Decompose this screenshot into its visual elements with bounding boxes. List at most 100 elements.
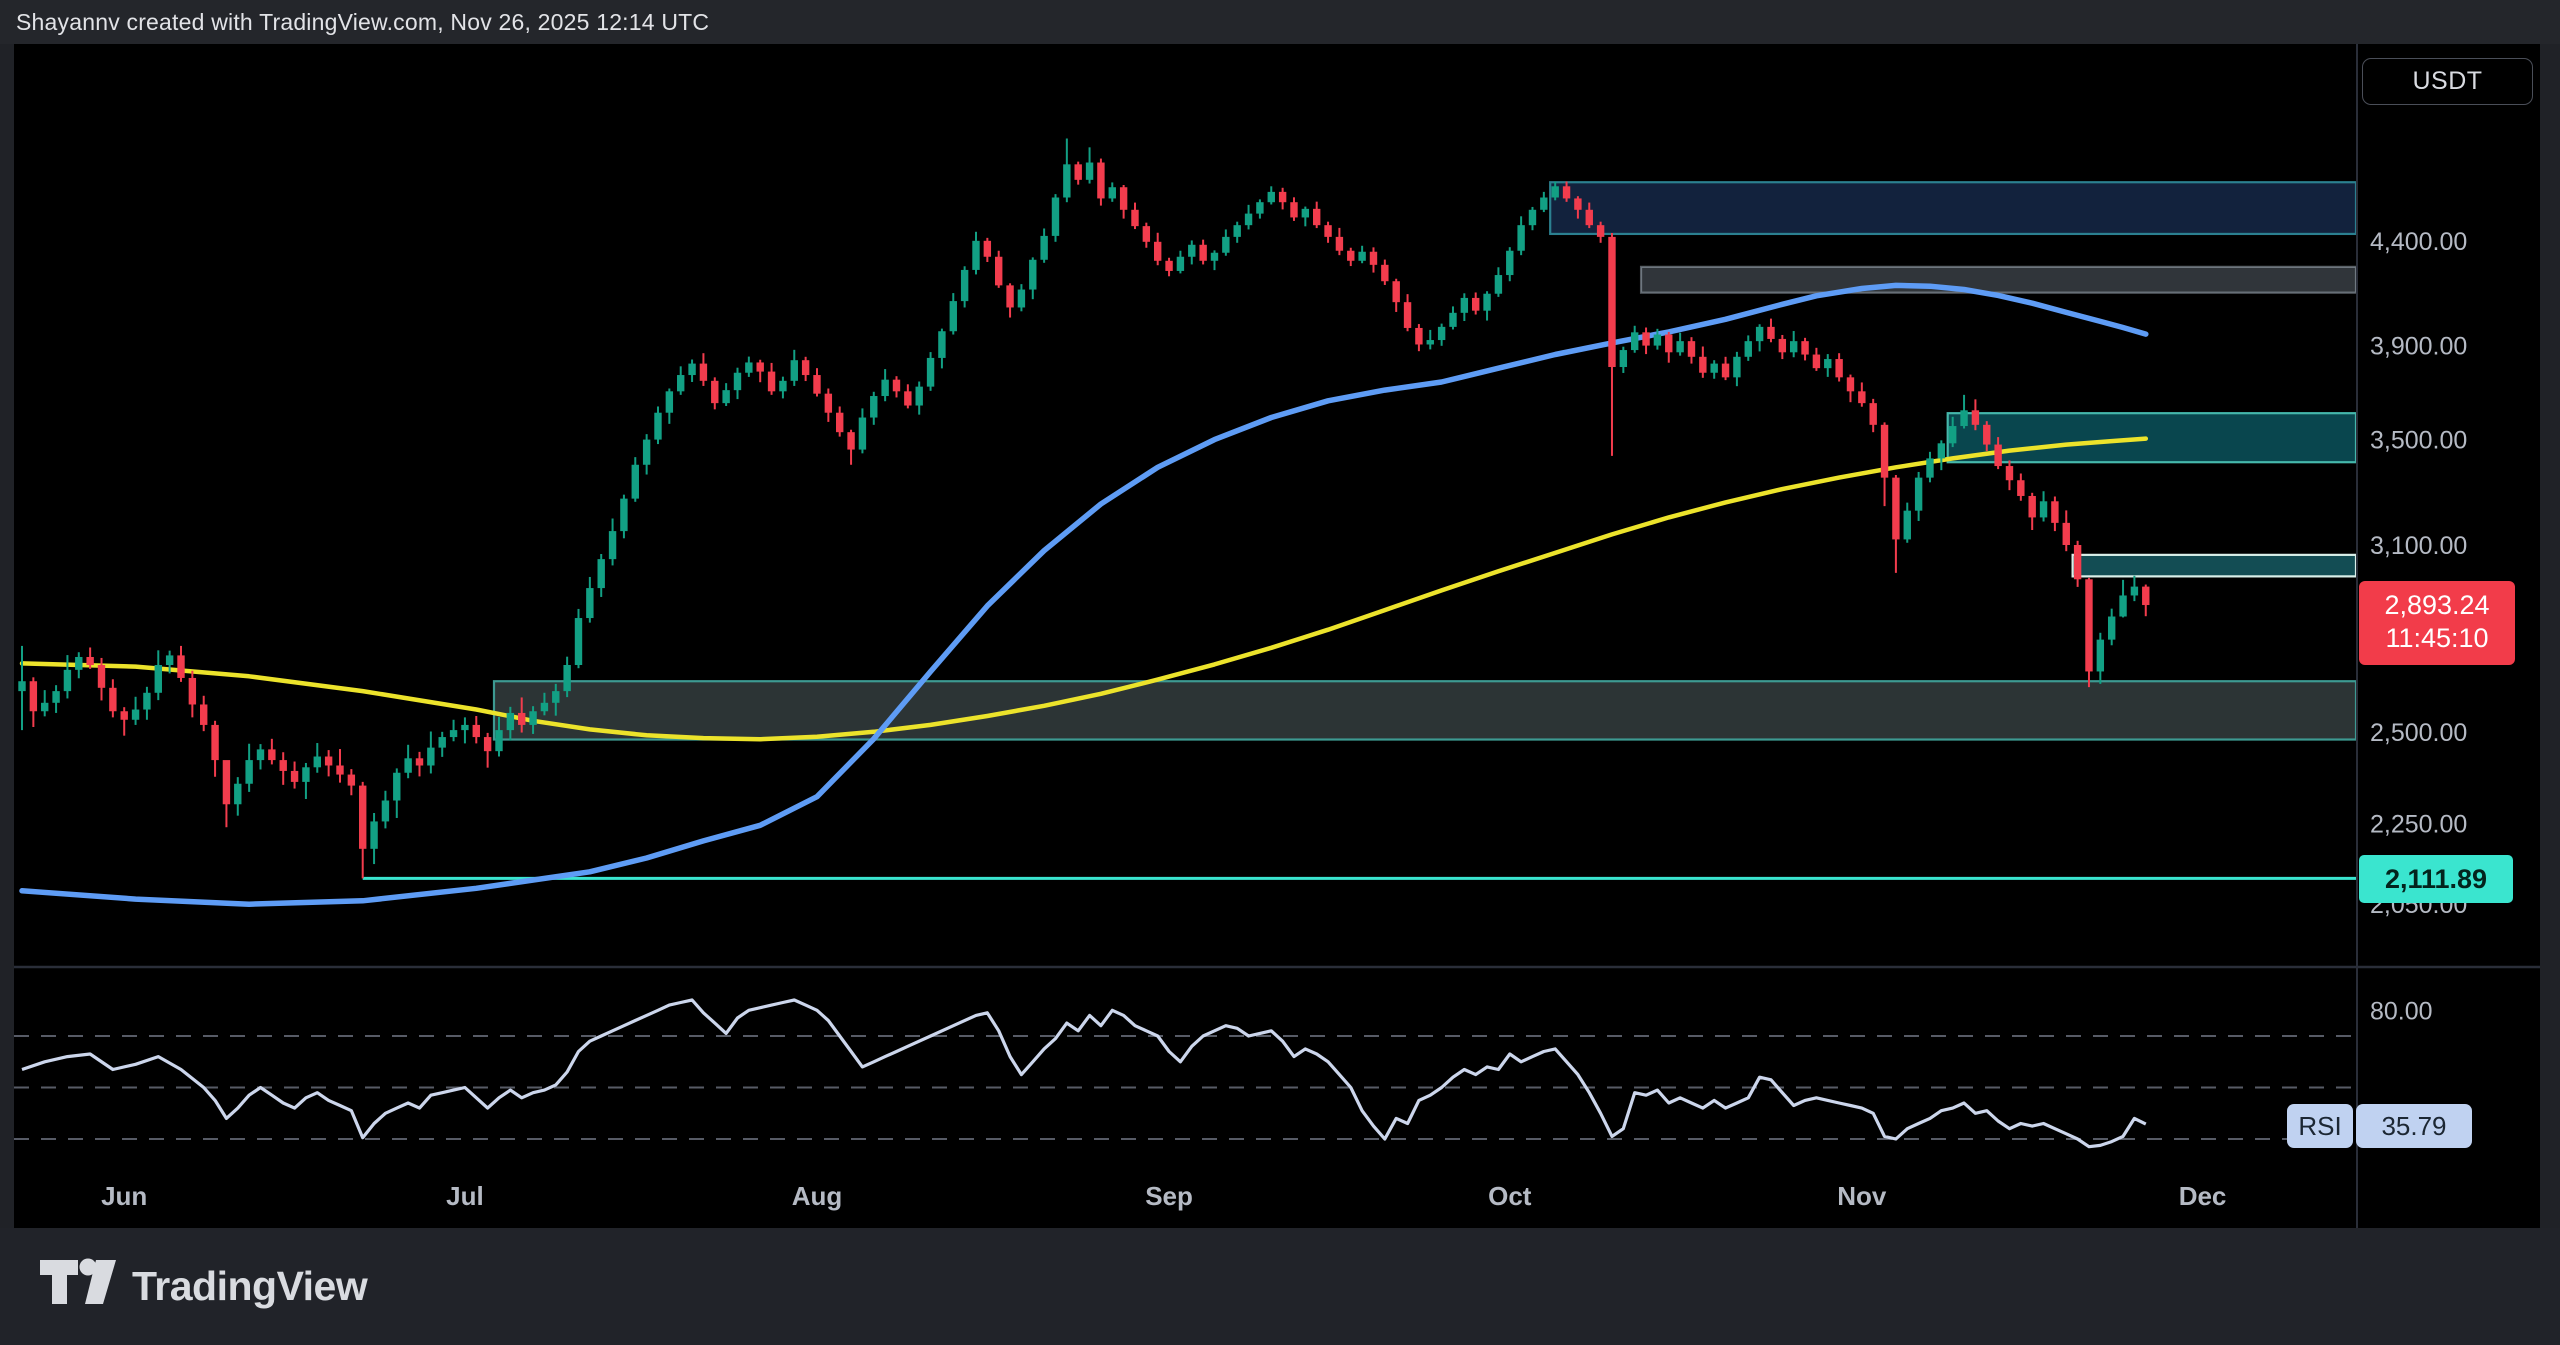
candle-body: [2142, 586, 2150, 606]
candle-body: [234, 783, 242, 805]
candle-body: [2130, 586, 2139, 596]
candle-body: [1029, 259, 1037, 290]
candle-body: [1926, 458, 1934, 478]
candle-body: [1312, 208, 1321, 226]
candle-body: [324, 756, 333, 766]
candle-body: [2096, 639, 2105, 672]
candle-body: [2119, 595, 2127, 617]
candle-body: [1778, 338, 1787, 353]
candle-body: [1824, 359, 1832, 369]
candle-body: [518, 712, 526, 725]
attribution-bar: Shayannv created with TradingView.com, N…: [0, 0, 2560, 44]
price-zones: [492, 181, 2358, 741]
candle-body: [1040, 235, 1048, 260]
candle-body: [1415, 327, 1423, 345]
candle-body: [574, 618, 583, 665]
candle-body: [1653, 334, 1662, 346]
candle-body: [1789, 341, 1798, 353]
candle-body: [1801, 341, 1809, 355]
candle-body: [313, 756, 321, 768]
candle-body: [1290, 202, 1298, 218]
chart-widget[interactable]: 4,400.00 3,900.00 3,500.00 3,100.00 2,500.00…: [14, 44, 2540, 1228]
candle-body: [1869, 403, 1877, 425]
candle-body: [1880, 424, 1889, 478]
candle-body: [824, 393, 833, 413]
candle-body: [1676, 341, 1684, 353]
zone-supply-4200: [1639, 265, 2358, 294]
candle-body: [438, 737, 446, 748]
time-axis[interactable]: Jun Jul Aug Sep Oct Nov Dec: [101, 1181, 2226, 1211]
attribution-text: Shayannv created with TradingView.com, N…: [16, 9, 710, 35]
candle-body: [1767, 326, 1775, 339]
tradingview-logo[interactable]: TradingView: [40, 1258, 368, 1314]
candle-body: [1154, 241, 1162, 261]
candle-body: [336, 765, 344, 775]
candle-body: [1460, 297, 1469, 313]
candle-body: [1755, 326, 1764, 342]
month-label-oct: Oct: [1488, 1181, 1532, 1211]
candle-body: [904, 391, 912, 406]
candle-body: [847, 432, 855, 450]
candle-body: [1222, 236, 1230, 253]
price-chart[interactable]: 4,400.00 3,900.00 3,500.00 3,100.00 2,500.00…: [14, 44, 2540, 1228]
candle-body: [279, 760, 287, 771]
candle-body: [1903, 510, 1911, 540]
candlesticks: [18, 138, 2150, 879]
candle-body: [1835, 359, 1843, 378]
candle-body: [63, 669, 72, 692]
candle-body: [1131, 209, 1139, 227]
candle-body: [143, 692, 151, 710]
candle-body: [1585, 209, 1593, 226]
zone-supply-3500: [1946, 412, 2358, 464]
zone-zone-3025: [2071, 553, 2358, 578]
candle-body: [1665, 334, 1673, 353]
candle-body: [2107, 616, 2116, 640]
candle-body: [1551, 186, 1559, 198]
rsi-guides: [14, 1035, 2356, 1140]
candle-body: [506, 712, 515, 731]
month-label-aug: Aug: [792, 1181, 843, 1211]
candle-body: [200, 704, 208, 725]
candle-body: [1244, 213, 1253, 226]
candle-body: [86, 656, 94, 665]
candle-body: [767, 371, 776, 392]
candle-body: [393, 772, 401, 801]
candle-body: [472, 724, 480, 738]
zone-supply-4500: [1549, 181, 2358, 236]
candle-body: [1710, 363, 1718, 373]
candle-body: [1188, 244, 1196, 257]
candle-body: [1494, 275, 1503, 294]
candle-body: [97, 664, 106, 688]
candle-body: [1085, 162, 1094, 180]
candle-body: [245, 760, 253, 784]
candle-body: [2051, 501, 2059, 523]
quote-currency-button[interactable]: USDT: [2362, 58, 2533, 105]
candle-body: [359, 785, 367, 849]
candle-body: [29, 681, 38, 712]
candle-body: [1074, 164, 1082, 180]
candle-body: [756, 362, 764, 372]
month-label-jul: Jul: [446, 1181, 484, 1211]
candle-body: [188, 677, 197, 705]
candle-body: [404, 758, 412, 773]
tradingview-logo-icon: [40, 1258, 116, 1304]
candle-body: [654, 412, 662, 440]
candle-body: [1608, 236, 1616, 368]
candle-body: [1233, 225, 1241, 237]
candle-body: [1063, 164, 1071, 198]
candle-body: [495, 730, 503, 752]
candle-body: [1392, 281, 1400, 303]
candle-body: [302, 767, 310, 782]
candle-body: [2017, 480, 2025, 496]
candle-body: [552, 691, 560, 703]
candle-body: [1210, 252, 1219, 261]
rsi-indicator-badge[interactable]: RSI: [2287, 1104, 2353, 1148]
y-axis-label: 3,100.00: [2370, 532, 2467, 560]
candle-body: [18, 681, 26, 692]
month-label-sep: Sep: [1145, 1181, 1193, 1211]
y-axis-label: 3,500.00: [2370, 427, 2467, 455]
month-label-dec: Dec: [2179, 1181, 2227, 1211]
candle-body: [870, 396, 878, 418]
price-axis[interactable]: 4,400.00 3,900.00 3,500.00 3,100.00 2,500.00…: [2370, 228, 2467, 1128]
candle-body: [1948, 426, 1957, 444]
